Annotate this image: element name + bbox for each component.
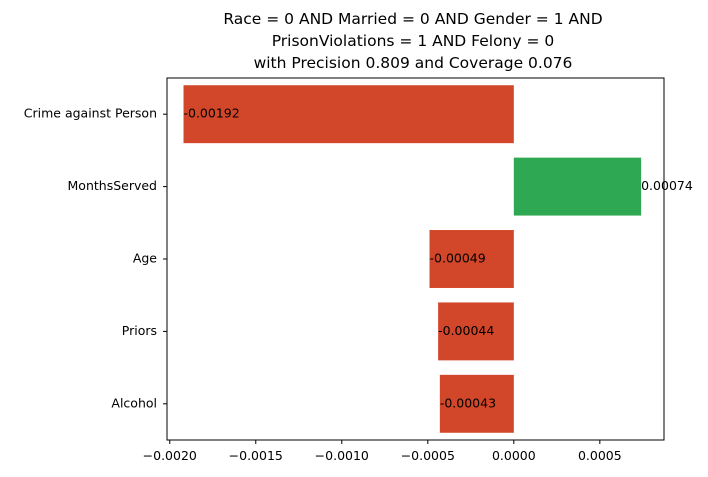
title-line-3: with Precision 0.809 and Coverage 0.076 <box>254 54 573 72</box>
bars-group <box>183 85 642 433</box>
data-label: -0.00044 <box>438 323 494 338</box>
y-axis: Crime against Person MonthsServed Age Prior… <box>24 106 167 410</box>
plot-frame <box>166 77 665 441</box>
title-line-2: PrisonViolations = 1 AND Felony = 0 <box>272 32 555 50</box>
data-label: 0.00074 <box>641 178 693 193</box>
data-labels-group: -0.00192 0.00074 -0.00049 -0.00044 -0.00043 <box>184 106 693 411</box>
x-tick-label: −0.0020 <box>143 448 197 463</box>
y-tick-label: Alcohol <box>111 395 157 410</box>
x-tick-label: −0.0010 <box>315 448 369 463</box>
x-tick-label: −0.0015 <box>229 448 283 463</box>
x-tick-label: −0.0005 <box>401 448 455 463</box>
x-tick-label: 0.0005 <box>578 448 622 463</box>
data-label: -0.00192 <box>184 106 240 121</box>
x-tick-label: 0.0000 <box>492 448 536 463</box>
data-label: -0.00049 <box>430 251 486 266</box>
chart-title: Race = 0 AND Married = 0 AND Gender = 1 … <box>223 10 602 72</box>
bar-crime-against-person <box>183 85 514 144</box>
bar-alcohol <box>439 374 514 433</box>
y-tick-label: Crime against Person <box>24 106 157 121</box>
bar-monthsserved <box>513 157 642 216</box>
bar-priors <box>438 302 514 361</box>
data-label: -0.00043 <box>440 395 496 410</box>
title-line-1: Race = 0 AND Married = 0 AND Gender = 1 … <box>223 10 602 28</box>
y-tick-label: MonthsServed <box>68 178 157 193</box>
bar-age <box>429 230 514 288</box>
x-axis: −0.0020 −0.0015 −0.0010 −0.0005 0.0000 0.0005 <box>143 440 622 463</box>
y-tick-label: Age <box>133 251 157 266</box>
y-tick-label: Priors <box>122 323 157 338</box>
